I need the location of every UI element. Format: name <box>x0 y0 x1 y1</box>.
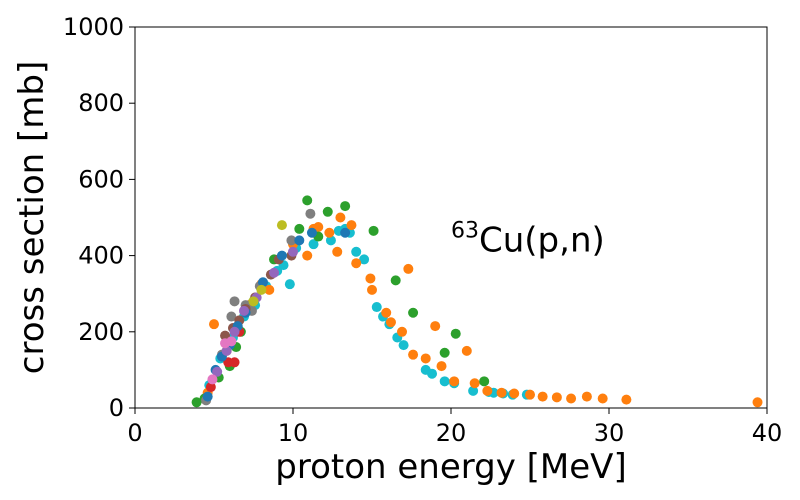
data-point <box>468 385 479 396</box>
data-point <box>276 250 287 261</box>
data-point <box>525 389 535 400</box>
data-point <box>212 366 223 377</box>
y-tick-label: 200 <box>78 318 124 346</box>
data-point <box>207 374 218 385</box>
data-point <box>427 368 438 379</box>
data-point <box>621 394 632 405</box>
x-tick-label: 20 <box>436 419 467 447</box>
data-point <box>205 382 216 393</box>
data-point <box>229 357 240 368</box>
x-axis-label: proton energy [MeV] <box>275 447 626 487</box>
data-point <box>450 328 461 339</box>
series-group <box>202 227 351 402</box>
data-point <box>286 235 297 246</box>
data-point <box>325 235 336 246</box>
data-point <box>752 397 763 408</box>
data-point <box>482 385 493 396</box>
data-point <box>257 277 268 288</box>
y-axis-label: cross section [mb] <box>12 61 52 374</box>
data-point <box>346 220 357 231</box>
data-point <box>581 391 592 402</box>
data-point <box>365 273 376 284</box>
data-point <box>305 208 316 219</box>
data-point <box>381 307 392 318</box>
data-point <box>226 336 237 347</box>
data-point <box>420 353 431 364</box>
data-point <box>509 388 520 399</box>
data-point <box>398 340 409 351</box>
data-point <box>469 378 480 389</box>
reaction-annotation-superscript: 63 <box>451 219 479 244</box>
data-point <box>367 284 377 295</box>
y-tick-label: 600 <box>78 165 124 193</box>
data-point <box>324 227 335 238</box>
reaction-annotation-text: Cu(p,n) <box>479 221 605 261</box>
data-point <box>397 326 408 337</box>
x-tick-label: 0 <box>127 419 142 447</box>
x-tick-label: 30 <box>594 419 625 447</box>
series-group <box>212 246 298 377</box>
data-point <box>306 227 317 238</box>
data-point <box>390 275 401 286</box>
data-point <box>264 284 275 295</box>
data-point <box>284 279 295 290</box>
data-point <box>239 305 250 316</box>
y-tick-label: 1000 <box>63 13 124 41</box>
data-point <box>479 376 490 387</box>
data-point <box>408 349 419 360</box>
data-point <box>351 246 362 257</box>
data-point <box>294 235 305 246</box>
data-point <box>256 284 267 295</box>
data-point <box>430 321 441 332</box>
data-point <box>202 391 213 402</box>
data-point <box>368 225 379 236</box>
data-point <box>221 345 232 356</box>
x-tick-label: 10 <box>278 419 309 447</box>
data-point <box>408 307 419 318</box>
x-tick-label: 40 <box>752 419 783 447</box>
data-point <box>461 345 472 356</box>
y-tick-label: 800 <box>78 89 124 117</box>
data-point <box>351 258 362 269</box>
data-point <box>385 317 396 328</box>
data-points <box>191 195 763 408</box>
data-point <box>436 361 447 372</box>
data-point <box>191 397 202 408</box>
data-point <box>302 195 313 206</box>
data-point <box>302 250 313 261</box>
data-point <box>229 326 240 337</box>
data-point <box>403 263 414 274</box>
data-point <box>496 387 507 398</box>
data-point <box>276 220 287 231</box>
data-point <box>248 296 259 307</box>
data-point <box>335 212 346 223</box>
data-point <box>322 206 333 217</box>
data-point <box>371 302 382 313</box>
series-group <box>207 336 237 385</box>
series-group <box>248 220 287 307</box>
data-point <box>449 376 460 387</box>
data-point <box>308 239 319 250</box>
data-point <box>340 201 351 212</box>
reaction-annotation: 63Cu(p,n) <box>451 219 605 261</box>
data-point <box>566 393 577 404</box>
data-point <box>537 391 548 402</box>
data-point <box>340 227 351 238</box>
y-tick-label: 0 <box>109 394 124 422</box>
data-point <box>439 376 450 387</box>
data-point <box>332 246 343 257</box>
y-tick-label: 400 <box>78 242 124 270</box>
data-point <box>359 254 370 265</box>
data-point <box>229 296 240 307</box>
data-point <box>226 311 237 322</box>
data-point <box>288 246 298 257</box>
data-point <box>269 267 280 278</box>
data-point <box>209 319 219 330</box>
data-point <box>294 223 305 234</box>
data-point <box>439 347 450 358</box>
data-point <box>551 392 562 403</box>
data-point <box>597 393 608 404</box>
